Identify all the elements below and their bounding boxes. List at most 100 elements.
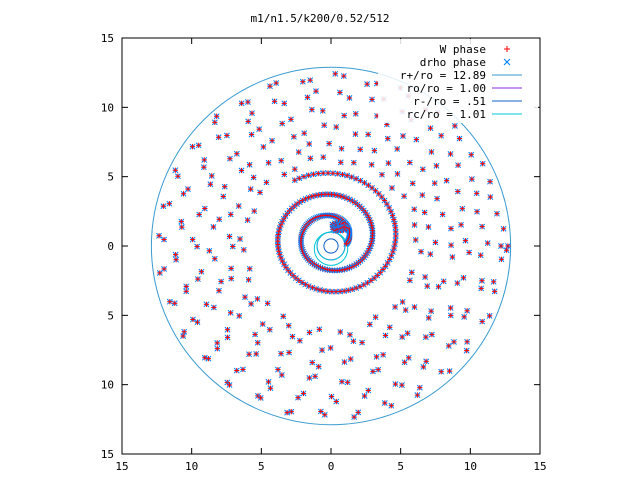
x-tick-label: 5 [397, 460, 404, 473]
data-point [478, 285, 485, 292]
data-point [247, 186, 254, 193]
data-point [315, 170, 322, 177]
data-point [269, 137, 276, 144]
data-point [401, 193, 408, 200]
data-point [371, 275, 378, 282]
data-point [201, 205, 208, 212]
x-tick-label: 10 [185, 460, 198, 473]
data-point [166, 200, 173, 207]
data-point [289, 333, 296, 340]
data-point [350, 159, 357, 166]
data-point [406, 159, 413, 166]
data-point [317, 287, 323, 293]
data-point [156, 269, 163, 276]
data-point [321, 411, 328, 418]
data-point [307, 77, 314, 84]
data-point [490, 278, 497, 285]
reference-circle [313, 231, 349, 266]
data-point [308, 193, 315, 200]
data-point [427, 125, 434, 132]
data-point [443, 177, 450, 184]
data-point [416, 384, 423, 391]
data-point [185, 186, 191, 193]
data-point [221, 183, 228, 190]
data-point [464, 338, 471, 345]
data-point [435, 283, 442, 290]
data-point [300, 173, 307, 180]
data-point [439, 211, 446, 218]
reference-circle [316, 231, 346, 261]
reference-circle [150, 66, 512, 426]
data-point [392, 381, 399, 388]
data-point [389, 212, 396, 219]
data-point [227, 309, 234, 316]
data-point [245, 276, 252, 283]
data-point [244, 217, 251, 224]
data-point [336, 89, 343, 96]
data-point [338, 378, 345, 385]
data-point [414, 392, 421, 399]
data-point [386, 324, 393, 331]
data-point [347, 331, 353, 338]
data-point [368, 161, 375, 168]
data-point [372, 314, 379, 321]
data-point [399, 334, 406, 340]
x-tick-label: 15 [115, 460, 128, 473]
data-point [328, 393, 335, 400]
data-point [214, 340, 221, 346]
data-point [260, 143, 267, 150]
data-point [339, 171, 346, 178]
data-point [375, 366, 382, 373]
data-point [201, 354, 208, 361]
data-point [189, 143, 196, 150]
data-point [320, 154, 327, 161]
data-point [238, 167, 245, 174]
data-point [394, 170, 401, 177]
data-point [451, 122, 458, 129]
data-point [233, 150, 240, 157]
data-point [427, 251, 434, 258]
data-point [346, 196, 353, 203]
data-point [398, 382, 405, 389]
data-points [156, 70, 511, 421]
legend-label: drho phase [420, 56, 486, 69]
data-point [424, 283, 431, 290]
data-point [423, 358, 430, 365]
data-point [352, 110, 359, 117]
data-point [254, 339, 261, 346]
data-point [281, 100, 288, 107]
data-point [291, 166, 298, 173]
data-point [294, 201, 300, 208]
data-point [246, 265, 253, 272]
data-point [341, 224, 348, 230]
data-point [273, 80, 280, 86]
data-point [280, 313, 287, 320]
data-point [296, 337, 303, 344]
data-point [263, 179, 270, 186]
data-point [405, 354, 412, 361]
data-point [264, 300, 271, 307]
data-point [333, 398, 340, 405]
legend-label: r+/ro = 12.89 [400, 69, 486, 82]
data-point [313, 88, 319, 95]
data-point [174, 173, 181, 180]
data-point [440, 278, 447, 285]
data-point [319, 107, 326, 114]
data-point [200, 164, 207, 171]
x-tick-label: 10 [464, 460, 477, 473]
data-point [401, 359, 408, 366]
data-point [236, 312, 243, 319]
data-point [454, 280, 461, 287]
data-point [189, 316, 196, 323]
data-point [454, 188, 461, 195]
data-point [468, 176, 475, 183]
data-point [449, 254, 456, 261]
data-point [246, 161, 253, 168]
data-point [226, 233, 233, 240]
data-point [216, 216, 223, 223]
data-point [290, 133, 297, 140]
data-point [459, 205, 466, 212]
data-point [478, 277, 485, 284]
data-point [409, 180, 416, 187]
data-point [498, 256, 505, 263]
